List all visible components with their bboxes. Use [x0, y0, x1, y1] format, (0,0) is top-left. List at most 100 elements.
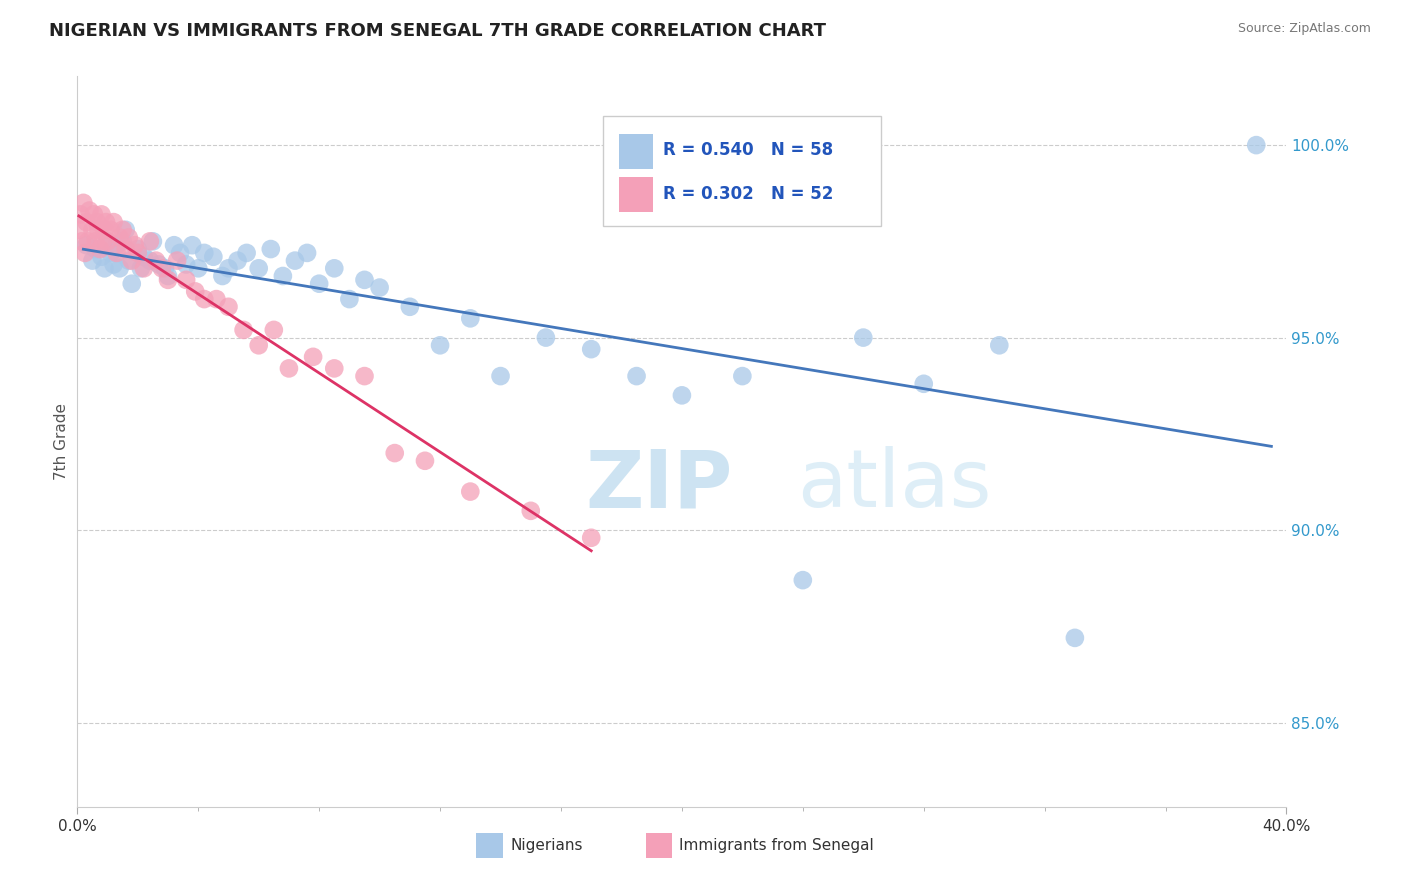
Point — [89, 242, 111, 256]
Point — [163, 238, 186, 252]
Point — [145, 253, 167, 268]
Point — [72, 195, 94, 210]
Point — [103, 257, 125, 271]
Point — [157, 268, 180, 283]
Point — [988, 338, 1011, 352]
Point — [114, 223, 136, 237]
Point — [429, 338, 451, 352]
Point — [100, 223, 122, 237]
Text: R = 0.540   N = 58: R = 0.540 N = 58 — [662, 141, 832, 159]
Point — [218, 261, 240, 276]
Point — [82, 253, 104, 268]
Point — [121, 277, 143, 291]
Point — [458, 311, 481, 326]
Point — [96, 235, 118, 249]
Point — [67, 223, 90, 237]
Point — [174, 273, 197, 287]
Point — [86, 215, 108, 229]
Point — [148, 257, 170, 271]
Point — [77, 235, 100, 249]
Point — [337, 292, 360, 306]
Point — [108, 230, 131, 244]
Point — [132, 250, 155, 264]
Point — [413, 454, 436, 468]
Point — [1064, 631, 1087, 645]
Text: Source: ZipAtlas.com: Source: ZipAtlas.com — [1237, 22, 1371, 36]
Text: R = 0.302   N = 52: R = 0.302 N = 52 — [662, 186, 832, 203]
Text: NIGERIAN VS IMMIGRANTS FROM SENEGAL 7TH GRADE CORRELATION CHART: NIGERIAN VS IMMIGRANTS FROM SENEGAL 7TH … — [49, 22, 827, 40]
Point — [399, 300, 422, 314]
Point — [90, 207, 112, 221]
Point — [193, 246, 215, 260]
Point — [166, 253, 188, 268]
Point — [121, 253, 143, 268]
Point — [731, 369, 754, 384]
Point — [153, 261, 176, 276]
Point — [150, 261, 173, 276]
Point — [105, 246, 128, 260]
FancyBboxPatch shape — [645, 833, 672, 858]
Point — [129, 261, 152, 276]
Point — [69, 207, 91, 221]
Point — [93, 261, 115, 276]
Point — [211, 268, 233, 283]
Point — [1246, 138, 1268, 153]
Point — [520, 504, 543, 518]
Point — [139, 235, 162, 249]
Point — [271, 268, 294, 283]
Point — [82, 223, 104, 237]
Point — [295, 246, 318, 260]
Point — [284, 253, 307, 268]
Point — [323, 261, 346, 276]
Point — [84, 242, 107, 256]
Point — [263, 323, 285, 337]
Point — [187, 261, 209, 276]
Point — [174, 257, 197, 271]
Point — [671, 388, 693, 402]
Point — [111, 223, 134, 237]
FancyBboxPatch shape — [477, 833, 503, 858]
Point — [353, 273, 375, 287]
Point — [247, 338, 270, 352]
Point — [581, 342, 603, 356]
Point — [87, 223, 110, 237]
Point — [114, 242, 136, 256]
Point — [218, 300, 240, 314]
Point — [79, 203, 101, 218]
Point — [323, 361, 346, 376]
Point — [235, 246, 257, 260]
Point — [232, 323, 254, 337]
Point — [489, 369, 512, 384]
Text: atlas: atlas — [797, 446, 991, 524]
Point — [127, 246, 149, 260]
Point — [124, 238, 146, 252]
Point — [581, 531, 603, 545]
Point — [278, 361, 301, 376]
FancyBboxPatch shape — [619, 177, 652, 212]
Point — [96, 235, 118, 249]
Point — [100, 246, 122, 260]
Point — [108, 261, 131, 276]
Point — [308, 277, 330, 291]
Y-axis label: 7th Grade: 7th Grade — [53, 403, 69, 480]
Point — [534, 330, 557, 344]
Text: ZIP: ZIP — [585, 446, 733, 524]
Point — [368, 280, 391, 294]
Point — [70, 235, 93, 249]
Point — [169, 246, 191, 260]
Point — [139, 253, 162, 268]
Point — [118, 253, 141, 268]
Point — [193, 292, 215, 306]
Text: Nigerians: Nigerians — [510, 838, 582, 853]
Point — [157, 273, 180, 287]
Point — [852, 330, 875, 344]
Point — [103, 215, 125, 229]
Point — [75, 238, 97, 252]
Point — [75, 215, 97, 229]
Point — [792, 573, 814, 587]
FancyBboxPatch shape — [619, 135, 652, 169]
Point — [111, 235, 134, 249]
Point — [353, 369, 375, 384]
Point — [202, 250, 225, 264]
Point — [247, 261, 270, 276]
